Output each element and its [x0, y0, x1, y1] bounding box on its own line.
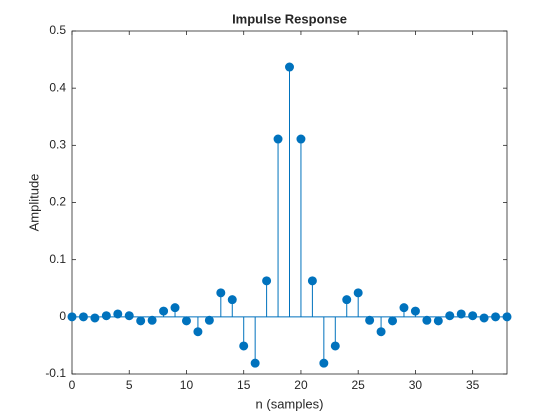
- stem-marker: [376, 327, 386, 337]
- x-axis-label: n (samples): [256, 396, 324, 411]
- stem-marker: [319, 358, 329, 368]
- stem-marker: [101, 311, 111, 321]
- stem-marker: [479, 313, 489, 323]
- y-tick-label: 0: [59, 309, 66, 323]
- stem-marker: [388, 316, 398, 326]
- y-tick-label: -0.1: [45, 366, 66, 380]
- stem-marker: [285, 62, 294, 72]
- stem-marker: [502, 312, 512, 322]
- stem-marker: [67, 312, 77, 322]
- y-axis-label: Amplitude: [26, 174, 41, 232]
- x-tick-label: 15: [237, 378, 251, 392]
- x-tick-label: 30: [409, 378, 423, 392]
- stem-marker: [353, 288, 363, 298]
- stem-marker: [399, 303, 409, 313]
- stem-marker: [193, 327, 203, 337]
- stem-marker: [147, 315, 157, 325]
- stem-marker: [250, 358, 260, 368]
- stem-marker: [136, 316, 146, 326]
- y-tick-label: 0.1: [49, 252, 66, 266]
- stem-marker: [365, 315, 375, 325]
- stem-marker: [491, 312, 501, 322]
- stem-marker: [307, 276, 317, 286]
- chart-title: Impulse Response: [232, 11, 347, 26]
- stem-marker: [330, 341, 340, 351]
- stem-marker: [216, 288, 226, 298]
- stem-marker: [204, 315, 214, 325]
- stem-marker: [445, 311, 455, 321]
- stem-marker: [468, 311, 478, 321]
- x-tick-label: 35: [466, 378, 480, 392]
- stem-marker: [90, 313, 100, 323]
- stem-marker: [262, 276, 272, 286]
- stem-marker: [239, 341, 249, 351]
- y-tick-label: 0.4: [49, 80, 66, 94]
- x-tick-label: 0: [69, 378, 76, 392]
- x-tick-label: 20: [294, 378, 308, 392]
- stem-marker: [78, 312, 88, 322]
- stem-marker: [410, 306, 420, 316]
- stem-marker: [296, 134, 306, 144]
- x-tick-label: 5: [126, 378, 133, 392]
- stem-marker: [422, 315, 432, 325]
- x-tick-label: 25: [352, 378, 366, 392]
- y-tick-label: 0.3: [49, 138, 66, 152]
- stem-marker: [159, 306, 169, 316]
- y-tick-label: 0.5: [49, 23, 66, 37]
- y-tick-label: 0.2: [49, 195, 66, 209]
- stem-marker: [433, 316, 443, 326]
- stem-marker: [113, 309, 123, 319]
- stem-marker: [181, 316, 191, 326]
- stem-marker: [342, 295, 352, 305]
- stem-marker: [273, 134, 283, 144]
- stem-marker: [227, 295, 237, 305]
- stem-marker: [456, 309, 466, 319]
- x-tick-label: 10: [180, 378, 194, 392]
- stem-marker: [170, 303, 180, 313]
- stem-marker: [124, 311, 134, 321]
